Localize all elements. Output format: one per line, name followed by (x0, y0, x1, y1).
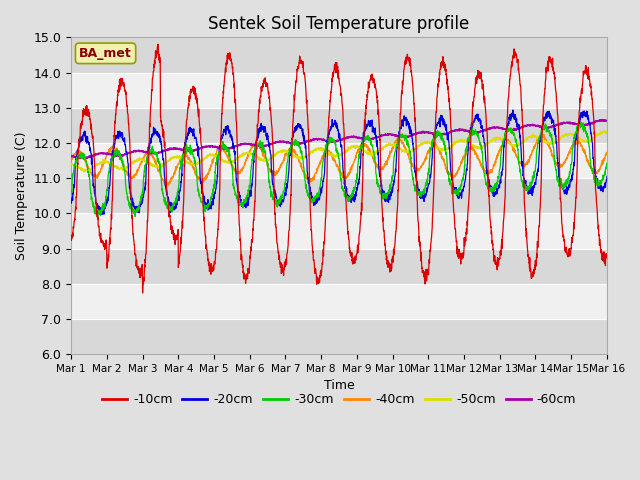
-50cm (571, 133, 579, 139)
-30cm (603, 160, 611, 166)
-30cm (94, 215, 102, 220)
-50cm (603, 130, 611, 135)
-40cm (217, 144, 225, 150)
-50cm (217, 156, 225, 162)
-10cm (139, 290, 147, 296)
-40cm (366, 148, 374, 154)
Bar (71, 37, 607, 72)
-60cm (67, 153, 75, 159)
-30cm (67, 192, 75, 198)
-10cm (217, 129, 225, 134)
-10cm (355, 241, 363, 247)
-60cm (217, 145, 225, 151)
-20cm (556, 180, 564, 186)
-10cm (603, 254, 611, 260)
Bar (71, 249, 607, 284)
-60cm (366, 136, 374, 142)
-20cm (509, 107, 516, 113)
-60cm (599, 117, 607, 123)
Bar (71, 108, 607, 143)
Line: -40cm: -40cm (71, 134, 607, 185)
Line: -30cm: -30cm (71, 122, 607, 217)
-20cm (366, 118, 374, 123)
X-axis label: Time: Time (324, 379, 355, 393)
Y-axis label: Soil Temperature (C): Soil Temperature (C) (15, 132, 28, 260)
Bar (71, 213, 607, 249)
-20cm (603, 173, 611, 179)
Bar (71, 178, 607, 213)
Bar (71, 319, 607, 354)
-10cm (367, 76, 374, 82)
-40cm (355, 146, 362, 152)
-50cm (67, 161, 75, 167)
-50cm (556, 136, 564, 142)
Line: -10cm: -10cm (71, 44, 607, 293)
-40cm (165, 182, 173, 188)
-30cm (577, 120, 585, 125)
-50cm (81, 169, 88, 175)
Bar (71, 72, 607, 108)
-60cm (81, 156, 89, 161)
-30cm (355, 155, 362, 161)
-10cm (495, 256, 503, 262)
-10cm (154, 41, 162, 47)
-30cm (217, 148, 225, 154)
-10cm (571, 209, 579, 215)
-40cm (495, 149, 502, 155)
-60cm (355, 135, 362, 141)
Text: BA_met: BA_met (79, 47, 132, 60)
-40cm (571, 141, 579, 146)
-60cm (571, 121, 579, 127)
-40cm (556, 163, 564, 168)
Line: -60cm: -60cm (71, 120, 607, 158)
-30cm (571, 134, 579, 140)
-50cm (600, 128, 608, 134)
Title: Sentek Soil Temperature profile: Sentek Soil Temperature profile (209, 15, 470, 33)
-50cm (366, 151, 374, 157)
-60cm (556, 120, 564, 126)
-40cm (67, 158, 75, 164)
-40cm (538, 132, 546, 137)
Bar (71, 284, 607, 319)
-20cm (355, 178, 362, 184)
-30cm (495, 176, 502, 181)
-10cm (67, 232, 75, 238)
-20cm (495, 184, 502, 190)
-60cm (603, 118, 611, 123)
-40cm (603, 151, 611, 156)
-60cm (495, 125, 502, 131)
-20cm (67, 198, 75, 204)
Bar (71, 143, 607, 178)
-30cm (366, 138, 374, 144)
-20cm (99, 212, 106, 217)
Legend: -10cm, -20cm, -30cm, -40cm, -50cm, -60cm: -10cm, -20cm, -30cm, -40cm, -50cm, -60cm (97, 388, 581, 411)
-10cm (556, 183, 564, 189)
Line: -20cm: -20cm (71, 110, 607, 215)
-50cm (355, 144, 362, 150)
-30cm (556, 180, 564, 186)
-20cm (571, 148, 579, 154)
Line: -50cm: -50cm (71, 131, 607, 172)
-50cm (495, 136, 502, 142)
-20cm (217, 139, 225, 144)
